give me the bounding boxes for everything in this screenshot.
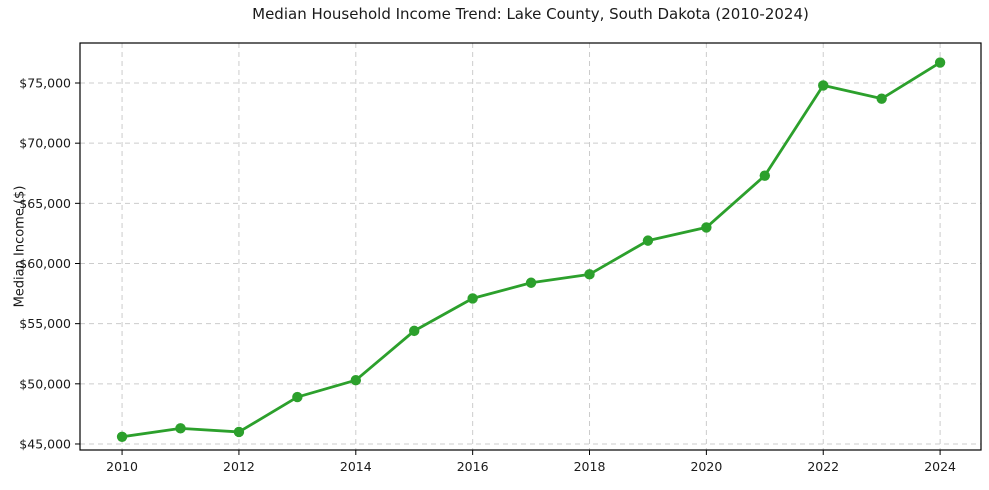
data-point-marker (701, 222, 712, 233)
data-point-marker (818, 80, 829, 91)
data-point-marker (759, 170, 771, 181)
data-point-marker (642, 235, 654, 246)
data-point-marker (116, 431, 128, 442)
x-tick-label: 2022 (807, 459, 839, 474)
y-tick-label: $50,000 (19, 376, 71, 391)
chart-title: Median Household Income Trend: Lake Coun… (252, 5, 809, 23)
data-point-marker (292, 391, 303, 403)
x-tick-label: 2016 (457, 459, 489, 474)
data-point-marker (350, 375, 361, 386)
data-point-marker (876, 93, 887, 104)
y-tick-label: $65,000 (19, 196, 71, 211)
data-point-marker (584, 269, 595, 280)
x-tick-label: 2018 (574, 459, 606, 474)
data-point-marker (525, 277, 537, 288)
plot-border (79, 42, 982, 451)
y-tick-label: $70,000 (19, 136, 71, 151)
data-point-marker (233, 426, 245, 438)
data-point-marker (409, 325, 420, 337)
x-tick-label: 2024 (924, 459, 956, 474)
x-tick-label: 2010 (106, 459, 138, 474)
trend-line (120, 61, 942, 439)
y-tick-label: $75,000 (19, 76, 71, 91)
data-point-marker (467, 293, 478, 304)
x-tick-label: 2014 (340, 459, 372, 474)
x-tick-label: 2020 (690, 459, 722, 474)
data-point-marker (934, 57, 946, 68)
y-tick-label: $55,000 (19, 316, 71, 331)
x-tick-label: 2012 (223, 459, 255, 474)
data-point-marker (175, 423, 186, 434)
y-tick-label: $60,000 (19, 256, 71, 271)
y-tick-label: $45,000 (19, 436, 71, 451)
